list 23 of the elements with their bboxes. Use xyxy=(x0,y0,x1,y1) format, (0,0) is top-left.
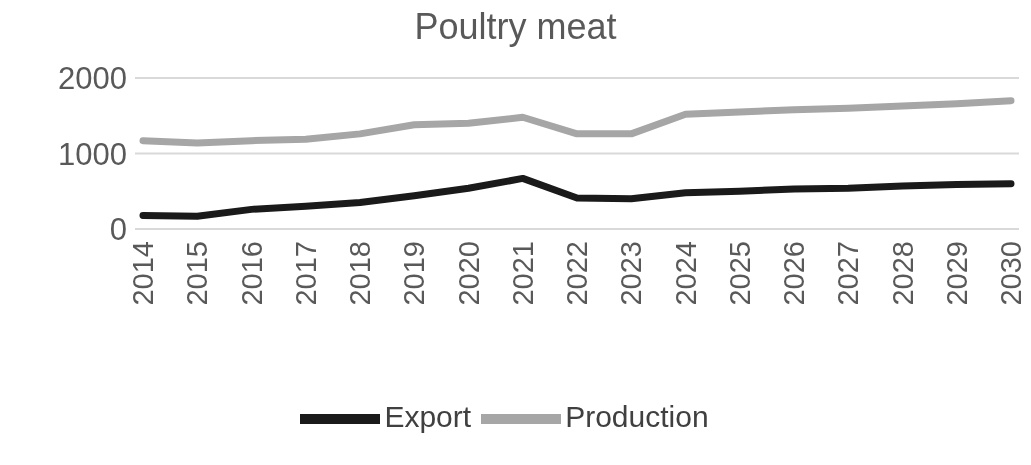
x-tick-label: 2024 xyxy=(669,241,702,306)
x-tick-label: 2016 xyxy=(235,241,268,306)
x-tick-label: 2018 xyxy=(344,241,376,306)
x-tick-label: 2020 xyxy=(452,241,485,306)
x-tick-label: 2015 xyxy=(181,241,214,306)
y-tick-label: 0 xyxy=(109,212,127,248)
x-tick-label: 2025 xyxy=(723,241,756,306)
x-tick-label: 2027 xyxy=(832,241,865,306)
y-tick-label: 2000 xyxy=(58,61,127,96)
x-tick-label: 2022 xyxy=(561,241,593,306)
x-tick-label: 2021 xyxy=(506,241,539,306)
legend-label: Export xyxy=(384,399,472,433)
x-tick-label: 2014 xyxy=(127,241,159,306)
x-tick-label: 2028 xyxy=(886,241,919,306)
x-tick-label: 2030 xyxy=(995,241,1027,306)
y-tick-label: 1000 xyxy=(58,136,127,172)
chart-title: Poultry meat xyxy=(413,6,618,48)
x-tick-label: 2026 xyxy=(778,241,810,306)
x-tick-label: 2019 xyxy=(398,241,431,306)
legend-label: Production xyxy=(565,399,709,433)
x-tick-label: 2029 xyxy=(940,241,973,306)
x-tick-label: 2017 xyxy=(289,241,322,306)
x-tick-label: 2023 xyxy=(615,241,648,306)
